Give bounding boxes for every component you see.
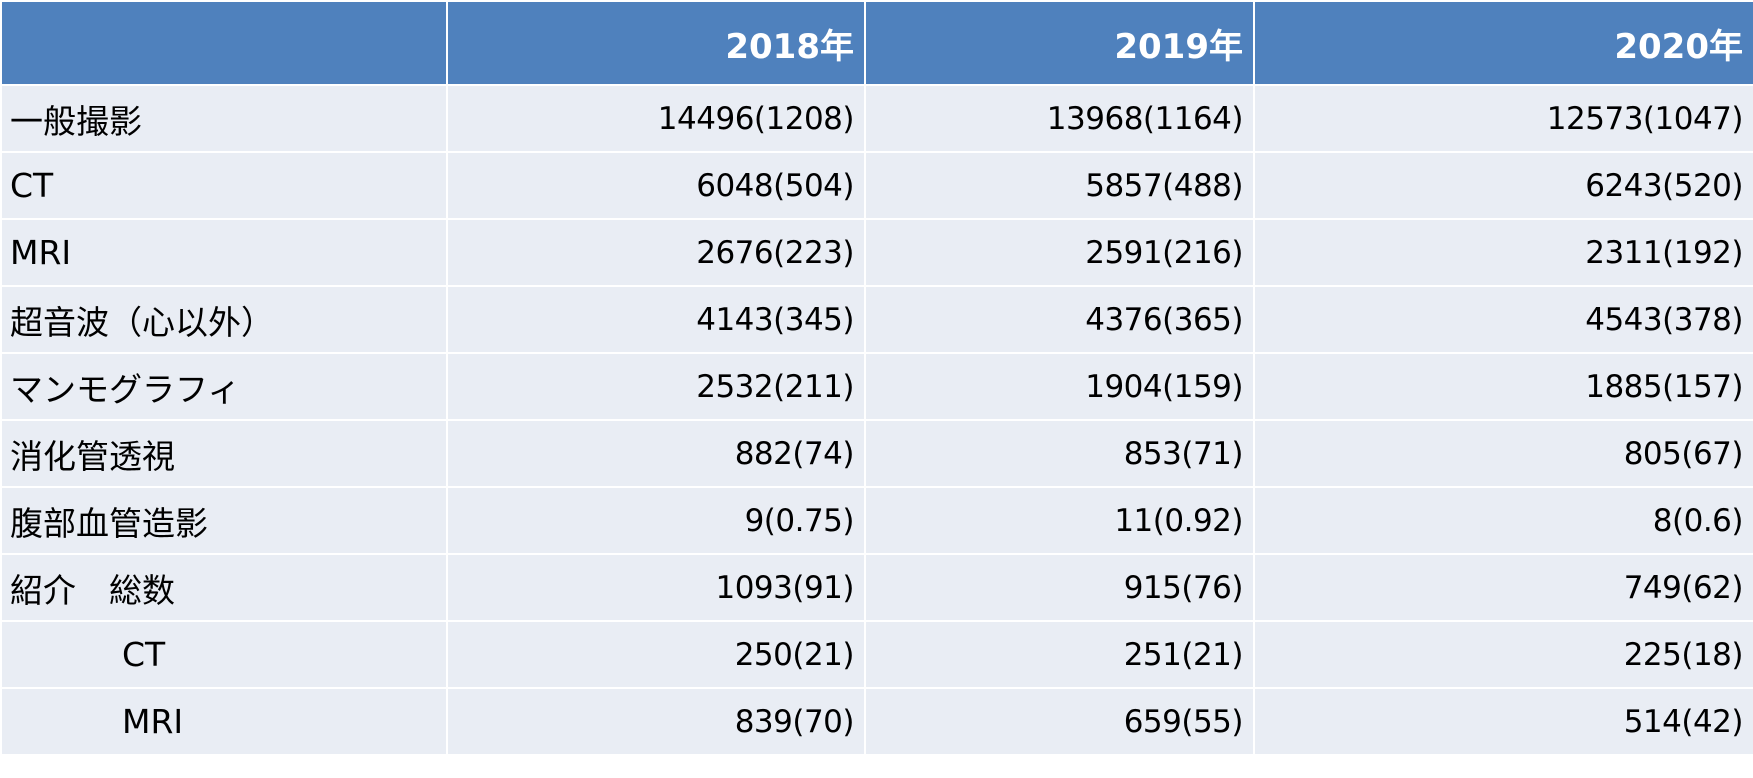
data-table: 2018年 2019年 2020年 一般撮影 14496(1208) 13968… bbox=[0, 0, 1753, 756]
cell-value: 11(0.92) bbox=[864, 486, 1255, 555]
cell-value: 2676(223) bbox=[446, 218, 866, 287]
cell-value: 225(18) bbox=[1253, 620, 1753, 689]
cell-value: 5857(488) bbox=[864, 151, 1255, 220]
table-row: CT 250(21) 251(21) 225(18) bbox=[0, 620, 1753, 689]
cell-value: 2532(211) bbox=[446, 352, 866, 421]
cell-value: 8(0.6) bbox=[1253, 486, 1753, 555]
row-label: 超音波（心以外） bbox=[0, 285, 448, 354]
cell-value: 9(0.75) bbox=[446, 486, 866, 555]
cell-value: 1885(157) bbox=[1253, 352, 1753, 421]
header-cell-2020: 2020年 bbox=[1253, 0, 1753, 86]
table-row: MRI 2676(223) 2591(216) 2311(192) bbox=[0, 218, 1753, 287]
cell-value: 251(21) bbox=[864, 620, 1255, 689]
row-label: 一般撮影 bbox=[0, 84, 448, 153]
cell-value: 6048(504) bbox=[446, 151, 866, 220]
row-label: 腹部血管造影 bbox=[0, 486, 448, 555]
table-row: 消化管透視 882(74) 853(71) 805(67) bbox=[0, 419, 1753, 488]
cell-value: 13968(1164) bbox=[864, 84, 1255, 153]
cell-value: 882(74) bbox=[446, 419, 866, 488]
cell-value: 915(76) bbox=[864, 553, 1255, 622]
cell-value: 4376(365) bbox=[864, 285, 1255, 354]
table-row: マンモグラフィ 2532(211) 1904(159) 1885(157) bbox=[0, 352, 1753, 421]
cell-value: 659(55) bbox=[864, 687, 1255, 756]
table-row: 紹介 総数 1093(91) 915(76) 749(62) bbox=[0, 553, 1753, 622]
cell-value: 514(42) bbox=[1253, 687, 1753, 756]
cell-value: 749(62) bbox=[1253, 553, 1753, 622]
header-row: 2018年 2019年 2020年 bbox=[0, 0, 1753, 86]
row-label: マンモグラフィ bbox=[0, 352, 448, 421]
cell-value: 4543(378) bbox=[1253, 285, 1753, 354]
cell-value: 805(67) bbox=[1253, 419, 1753, 488]
header-cell-2019: 2019年 bbox=[864, 0, 1255, 86]
table-row: 超音波（心以外） 4143(345) 4376(365) 4543(378) bbox=[0, 285, 1753, 354]
row-label-sub: CT bbox=[0, 620, 448, 689]
header-cell-empty bbox=[0, 0, 448, 86]
row-label: MRI bbox=[0, 218, 448, 287]
row-label: 消化管透視 bbox=[0, 419, 448, 488]
cell-value: 1093(91) bbox=[446, 553, 866, 622]
table-row: 腹部血管造影 9(0.75) 11(0.92) 8(0.6) bbox=[0, 486, 1753, 555]
cell-value: 4143(345) bbox=[446, 285, 866, 354]
cell-value: 853(71) bbox=[864, 419, 1255, 488]
cell-value: 250(21) bbox=[446, 620, 866, 689]
table-row: CT 6048(504) 5857(488) 6243(520) bbox=[0, 151, 1753, 220]
cell-value: 12573(1047) bbox=[1253, 84, 1753, 153]
cell-value: 839(70) bbox=[446, 687, 866, 756]
table-row: MRI 839(70) 659(55) 514(42) bbox=[0, 687, 1753, 756]
cell-value: 2591(216) bbox=[864, 218, 1255, 287]
cell-value: 6243(520) bbox=[1253, 151, 1753, 220]
row-label: 紹介 総数 bbox=[0, 553, 448, 622]
row-label-sub: MRI bbox=[0, 687, 448, 756]
row-label: CT bbox=[0, 151, 448, 220]
cell-value: 2311(192) bbox=[1253, 218, 1753, 287]
cell-value: 1904(159) bbox=[864, 352, 1255, 421]
cell-value: 14496(1208) bbox=[446, 84, 866, 153]
table-row: 一般撮影 14496(1208) 13968(1164) 12573(1047) bbox=[0, 84, 1753, 153]
header-cell-2018: 2018年 bbox=[446, 0, 866, 86]
